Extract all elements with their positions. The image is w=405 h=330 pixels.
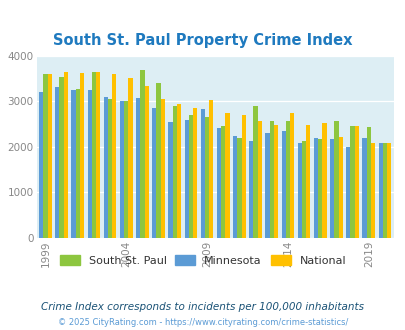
Bar (237, 138, 241, 238)
Bar (318, 139, 322, 238)
Bar (104, 97, 108, 238)
Text: Crime Index corresponds to incidents per 100,000 inhabitants: Crime Index corresponds to incidents per… (41, 302, 364, 312)
Text: South St. Paul Property Crime Index: South St. Paul Property Crime Index (53, 33, 352, 48)
Bar (47, 74, 51, 238)
Bar (289, 113, 294, 238)
Bar (338, 137, 342, 238)
Bar (192, 108, 197, 238)
Bar (112, 74, 116, 238)
Bar (92, 72, 96, 238)
Bar (350, 126, 354, 238)
Bar (362, 138, 366, 238)
Bar (249, 141, 253, 238)
Bar (144, 85, 148, 238)
Bar (177, 104, 181, 238)
Bar (200, 109, 205, 238)
Bar (221, 126, 225, 238)
Bar (225, 113, 229, 238)
Bar (354, 126, 358, 238)
Bar (184, 120, 188, 238)
Bar (136, 98, 140, 238)
Bar (119, 101, 124, 238)
Bar (345, 147, 350, 238)
Bar (60, 77, 64, 238)
Bar (232, 136, 237, 238)
Bar (124, 101, 128, 238)
Legend: South St. Paul, Minnesota, National: South St. Paul, Minnesota, National (55, 250, 350, 270)
Bar (370, 143, 374, 238)
Bar (322, 123, 326, 238)
Bar (152, 108, 156, 238)
Bar (140, 70, 144, 238)
Bar (188, 115, 192, 238)
Text: © 2025 CityRating.com - https://www.cityrating.com/crime-statistics/: © 2025 CityRating.com - https://www.city… (58, 318, 347, 327)
Bar (257, 120, 261, 238)
Bar (313, 138, 318, 238)
Bar (305, 125, 310, 238)
Bar (87, 90, 92, 238)
Bar (366, 127, 370, 238)
Bar (297, 143, 301, 238)
Bar (378, 143, 382, 238)
Bar (241, 115, 245, 238)
Bar (64, 72, 68, 238)
Bar (285, 121, 289, 238)
Bar (160, 99, 164, 238)
Bar (168, 122, 172, 238)
Bar (386, 143, 390, 238)
Bar (108, 99, 112, 238)
Bar (39, 92, 43, 238)
Bar (216, 128, 221, 238)
Bar (209, 100, 213, 238)
Bar (128, 78, 132, 238)
Bar (75, 89, 80, 238)
Bar (172, 106, 177, 238)
Bar (80, 73, 84, 238)
Bar (253, 106, 257, 238)
Bar (281, 131, 285, 238)
Bar (96, 72, 100, 238)
Bar (156, 83, 160, 238)
Bar (301, 141, 305, 238)
Bar (329, 139, 333, 238)
Bar (43, 74, 47, 238)
Bar (333, 121, 338, 238)
Bar (71, 90, 75, 238)
Bar (205, 117, 209, 238)
Bar (55, 87, 60, 238)
Bar (265, 133, 269, 238)
Bar (382, 143, 386, 238)
Bar (273, 125, 277, 238)
Bar (269, 120, 273, 238)
